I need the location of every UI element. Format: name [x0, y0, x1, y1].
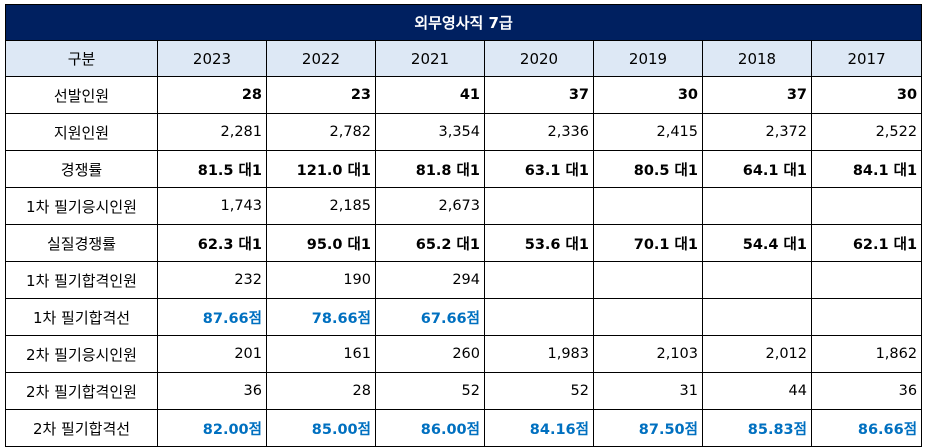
table-cell: 2,415 — [593, 113, 703, 151]
table-cell: 232 — [157, 261, 267, 299]
table-cell: 36 — [157, 372, 267, 410]
table-cell: 54.4 대1 — [702, 224, 812, 262]
table-cell: 81.8 대1 — [375, 150, 485, 188]
table-cell — [593, 261, 703, 299]
table-cell: 67.66점 — [375, 298, 485, 336]
table-cell — [702, 298, 812, 336]
exam-stats-table-container: 외무영사직 7급 구분 2023 2022 2021 2020 2019 201… — [4, 4, 923, 447]
table-cell: 2,673 — [375, 187, 485, 225]
table-cell — [810, 261, 923, 299]
table-cell: 2,522 — [810, 113, 923, 151]
header-year-2021: 2021 — [375, 40, 485, 77]
table-cell — [593, 298, 703, 336]
table-cell — [484, 298, 594, 336]
table-row: 1차 필기합격선 87.66점 78.66점 67.66점 — [5, 298, 923, 336]
table-cell: 30 — [810, 76, 923, 114]
table-cell: 62.1 대1 — [810, 224, 923, 262]
table-cell — [810, 187, 923, 225]
table-cell: 87.66점 — [157, 298, 267, 336]
row-label: 지원인원 — [5, 113, 158, 151]
table-cell: 190 — [266, 261, 376, 299]
table-cell: 37 — [484, 76, 594, 114]
header-year-2017: 2017 — [810, 40, 923, 77]
exam-stats-table: 외무영사직 7급 구분 2023 2022 2021 2020 2019 201… — [4, 4, 923, 447]
table-cell — [702, 187, 812, 225]
table-cell — [484, 261, 594, 299]
row-label: 경쟁률 — [5, 150, 158, 188]
header-year-2019: 2019 — [593, 40, 703, 77]
table-cell — [810, 298, 923, 336]
header-year-2020: 2020 — [484, 40, 594, 77]
table-cell: 2,281 — [157, 113, 267, 151]
table-cell: 2,336 — [484, 113, 594, 151]
row-label: 선발인원 — [5, 76, 158, 114]
table-cell: 1,862 — [810, 335, 923, 373]
table-row: 2차 필기합격인원 36 28 52 52 31 44 36 — [5, 372, 923, 410]
table-cell: 65.2 대1 — [375, 224, 485, 262]
table-row: 1차 필기합격인원 232 190 294 — [5, 261, 923, 299]
table-cell: 63.1 대1 — [484, 150, 594, 188]
row-label: 1차 필기합격인원 — [5, 261, 158, 299]
table-cell: 28 — [266, 372, 376, 410]
table-cell: 41 — [375, 76, 485, 114]
table-cell: 2,782 — [266, 113, 376, 151]
table-cell: 260 — [375, 335, 485, 373]
table-cell — [484, 187, 594, 225]
table-title-row: 외무영사직 7급 — [4, 4, 923, 41]
row-label: 실질경쟁률 — [5, 224, 158, 262]
row-label: 1차 필기합격선 — [5, 298, 158, 336]
table-cell: 84.1 대1 — [810, 150, 923, 188]
table-cell: 1,983 — [484, 335, 594, 373]
header-year-2023: 2023 — [157, 40, 267, 77]
table-cell: 64.1 대1 — [702, 150, 812, 188]
table-title: 외무영사직 7급 — [4, 4, 923, 41]
table-cell: 81.5 대1 — [157, 150, 267, 188]
table-row: 선발인원 28 23 41 37 30 37 30 — [5, 76, 923, 114]
table-cell: 121.0 대1 — [266, 150, 376, 188]
table-cell — [702, 261, 812, 299]
table-cell: 52 — [484, 372, 594, 410]
table-cell: 1,743 — [157, 187, 267, 225]
table-cell: 3,354 — [375, 113, 485, 151]
table-row: 경쟁률 81.5 대1 121.0 대1 81.8 대1 63.1 대1 80.5 대1 6… — [5, 150, 923, 188]
table-cell — [593, 187, 703, 225]
table-cell: 52 — [375, 372, 485, 410]
table-cell: 161 — [266, 335, 376, 373]
table-cell: 30 — [593, 76, 703, 114]
table-cell: 201 — [157, 335, 267, 373]
table-cell: 2,185 — [266, 187, 376, 225]
table-cell: 62.3 대1 — [157, 224, 267, 262]
table-row: 1차 필기응시인원 1,743 2,185 2,673 — [5, 187, 923, 225]
table-cell: 53.6 대1 — [484, 224, 594, 262]
table-cell: 28 — [157, 76, 267, 114]
header-category: 구분 — [5, 40, 158, 77]
table-cell: 23 — [266, 76, 376, 114]
table-row: 2차 필기합격선 82.00점 85.00점 86.00점 84.16점 87.50점 85… — [5, 409, 923, 447]
table-cell: 70.1 대1 — [593, 224, 703, 262]
table-row: 실질경쟁률 62.3 대1 95.0 대1 65.2 대1 53.6 대1 70.1 대1… — [5, 224, 923, 262]
table-cell: 80.5 대1 — [593, 150, 703, 188]
row-label: 2차 필기합격인원 — [5, 372, 158, 410]
table-row: 2차 필기응시인원 201 161 260 1,983 2,103 2,012 1,862 — [5, 335, 923, 373]
table-cell: 44 — [702, 372, 812, 410]
table-cell: 2,103 — [593, 335, 703, 373]
table-cell: 31 — [593, 372, 703, 410]
table-cell: 95.0 대1 — [266, 224, 376, 262]
row-label: 2차 필기응시인원 — [5, 335, 158, 373]
table-row: 지원인원 2,281 2,782 3,354 2,336 2,415 2,372 2,522 — [5, 113, 923, 151]
table-cell: 37 — [702, 76, 812, 114]
header-year-2018: 2018 — [702, 40, 812, 77]
table-cell: 2,012 — [702, 335, 812, 373]
table-cell: 36 — [810, 372, 923, 410]
table-cell: 2,372 — [702, 113, 812, 151]
table-cell: 78.66점 — [266, 298, 376, 336]
table-cell: 294 — [375, 261, 485, 299]
row-label: 1차 필기응시인원 — [5, 187, 158, 225]
header-year-2022: 2022 — [266, 40, 376, 77]
table-header-row: 구분 2023 2022 2021 2020 2019 2018 2017 — [5, 40, 923, 77]
